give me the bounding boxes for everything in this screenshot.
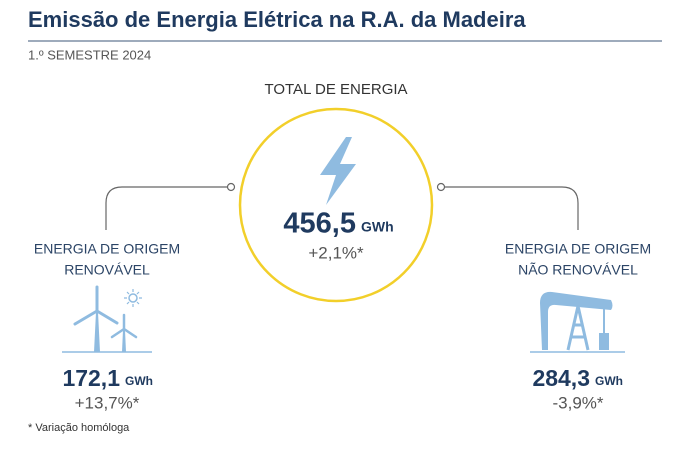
lightning-icon	[320, 137, 356, 205]
subtitle: 1.º SEMESTRE 2024	[28, 47, 151, 62]
footnote: * Variação homóloga	[28, 422, 130, 434]
renewable-label: RENOVÁVEL	[64, 262, 150, 278]
title: Emissão de Energia Elétrica na R.A. da M…	[28, 7, 526, 32]
oil-pump-icon	[530, 291, 625, 353]
non-renewable-unit: GWh	[595, 374, 623, 388]
total-unit: GWh	[361, 219, 394, 235]
renewable-label: ENERGIA DE ORIGEM	[34, 241, 180, 257]
non-renewable-value: 284,3	[532, 365, 590, 391]
non-renewable-change: -3,9%*	[552, 393, 603, 412]
total-change: +2,1%*	[308, 243, 364, 262]
non-renewable-label: ENERGIA DE ORIGEM	[505, 241, 651, 257]
renewable-change: +13,7%*	[75, 393, 140, 412]
wind-icon	[62, 285, 152, 353]
renewable-unit: GWh	[125, 374, 153, 388]
total-ring	[238, 107, 434, 303]
total-value: 456,5	[283, 208, 356, 240]
renewable-value: 172,1	[62, 365, 120, 391]
total-label: TOTAL DE ENERGIA	[264, 81, 407, 98]
non-renewable-label: NÃO RENOVÁVEL	[518, 262, 638, 278]
connectors	[105, 182, 579, 230]
